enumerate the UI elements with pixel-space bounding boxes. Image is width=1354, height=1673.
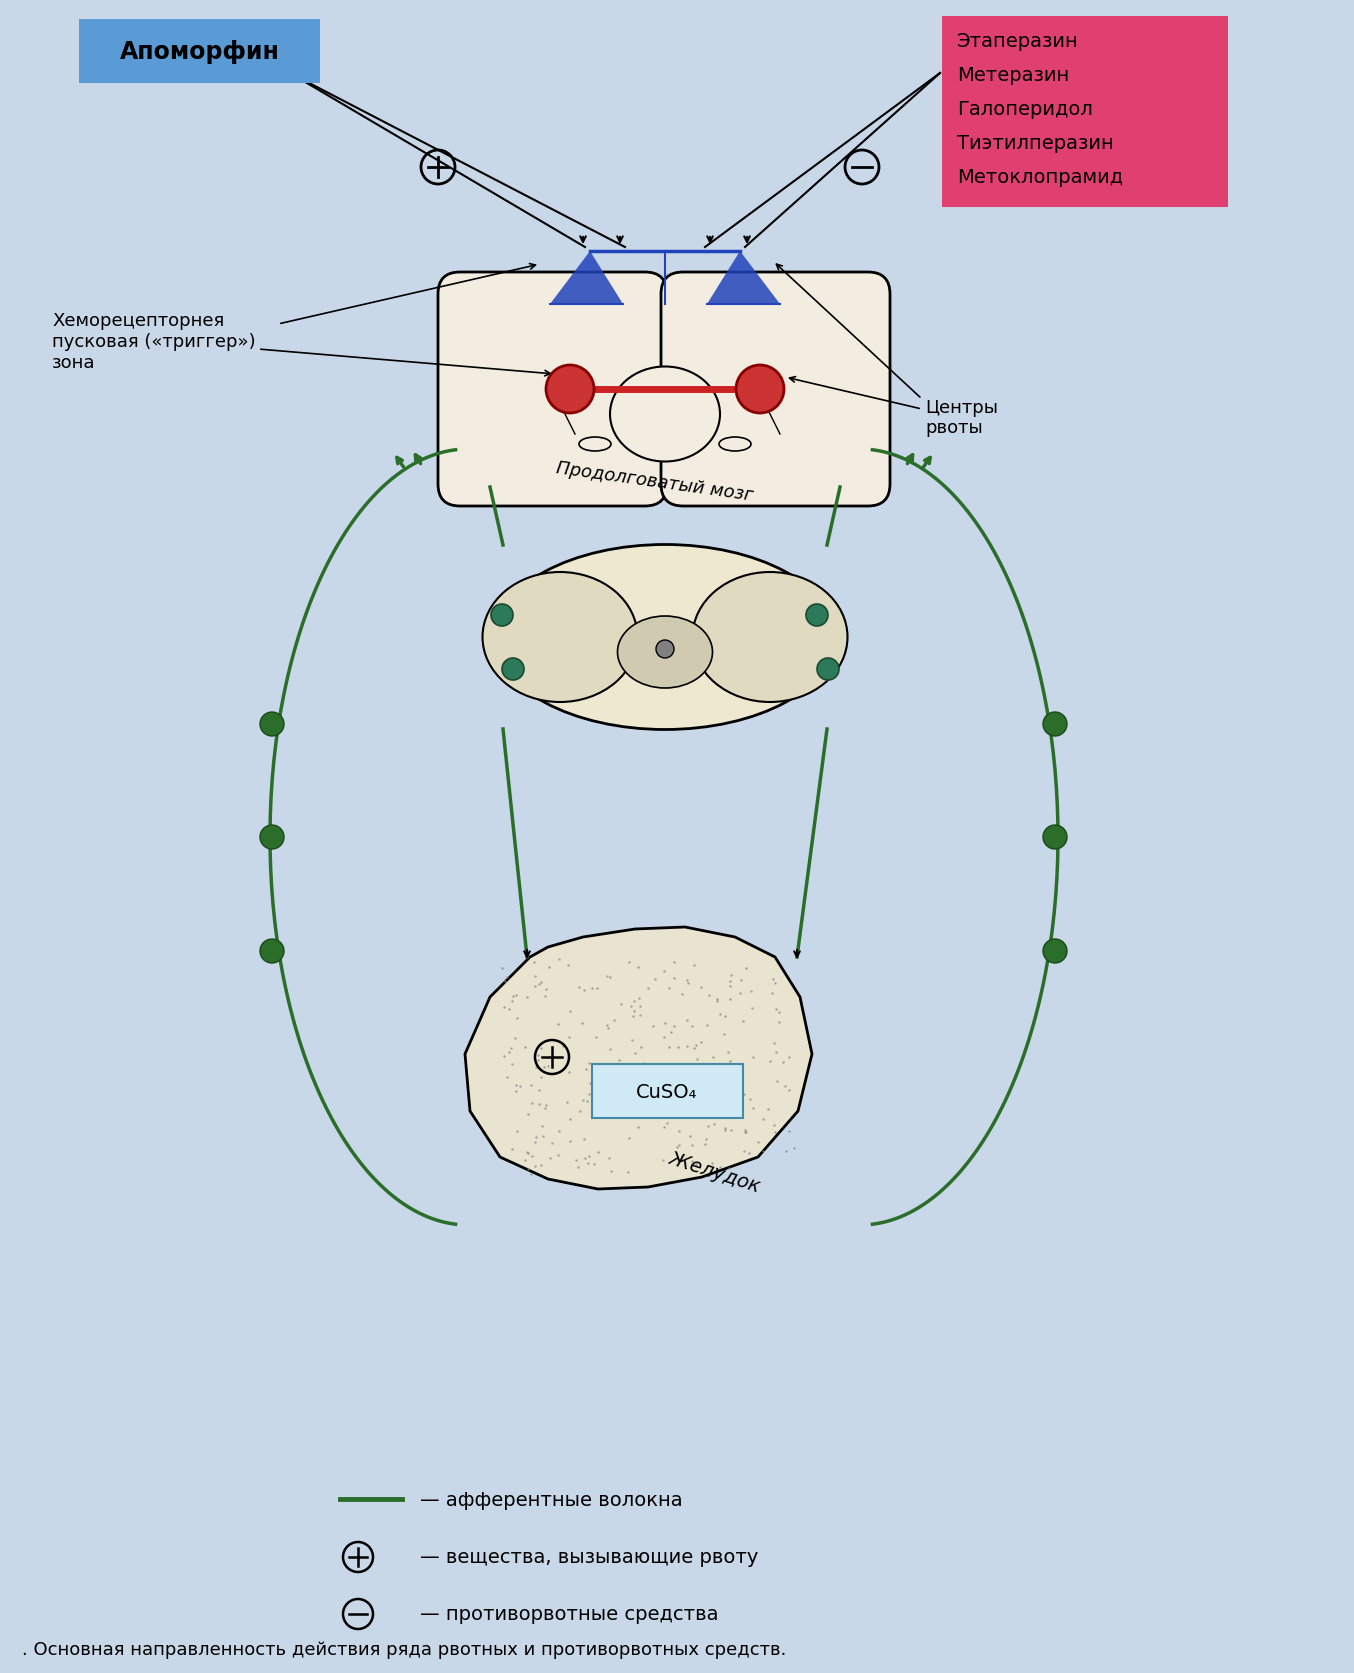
Ellipse shape <box>496 545 835 729</box>
Circle shape <box>260 825 284 850</box>
Text: Тиэтилперазин: Тиэтилперазин <box>957 134 1114 152</box>
Text: Метоклопрамид: Метоклопрамид <box>957 167 1122 187</box>
Text: Продолговатый мозг: Продолговатый мозг <box>555 458 754 505</box>
FancyBboxPatch shape <box>942 17 1228 207</box>
Circle shape <box>260 940 284 964</box>
FancyBboxPatch shape <box>437 273 668 507</box>
Text: — противорвотные средства: — противорвотные средства <box>420 1604 719 1623</box>
Text: Галоперидол: Галоперидол <box>957 100 1093 119</box>
Text: Апоморфин: Апоморфин <box>121 40 280 64</box>
Ellipse shape <box>617 617 712 689</box>
Circle shape <box>1043 940 1067 964</box>
FancyBboxPatch shape <box>80 20 321 84</box>
Text: CuSO₄: CuSO₄ <box>636 1082 697 1101</box>
Polygon shape <box>464 927 812 1190</box>
FancyBboxPatch shape <box>661 273 890 507</box>
Text: — афферентные волокна: — афферентные волокна <box>420 1489 682 1509</box>
Circle shape <box>260 713 284 736</box>
Circle shape <box>502 659 524 681</box>
Circle shape <box>655 641 674 659</box>
Text: Хеморецепторнея
пусковая («триггер»)
зона: Хеморецепторнея пусковая («триггер») зон… <box>51 311 256 371</box>
Text: Этаперазин: Этаперазин <box>957 32 1079 50</box>
Text: — вещества, вызывающие рвоту: — вещества, вызывающие рвоту <box>420 1548 758 1566</box>
Circle shape <box>492 604 513 627</box>
Circle shape <box>546 366 594 413</box>
Ellipse shape <box>692 572 848 703</box>
Text: Желудок: Желудок <box>668 1149 762 1196</box>
Text: Центры
рвоты: Центры рвоты <box>925 398 998 437</box>
Circle shape <box>806 604 829 627</box>
Polygon shape <box>550 253 623 304</box>
Circle shape <box>737 366 784 413</box>
Text: . Основная направленность действия ряда рвотных и противорвотных средств.: . Основная направленность действия ряда … <box>22 1640 787 1658</box>
FancyBboxPatch shape <box>592 1064 743 1118</box>
Ellipse shape <box>611 368 720 462</box>
Circle shape <box>1043 825 1067 850</box>
Polygon shape <box>707 253 780 304</box>
Text: Метеразин: Метеразин <box>957 65 1070 85</box>
Ellipse shape <box>482 572 638 703</box>
Circle shape <box>1043 713 1067 736</box>
Circle shape <box>816 659 839 681</box>
